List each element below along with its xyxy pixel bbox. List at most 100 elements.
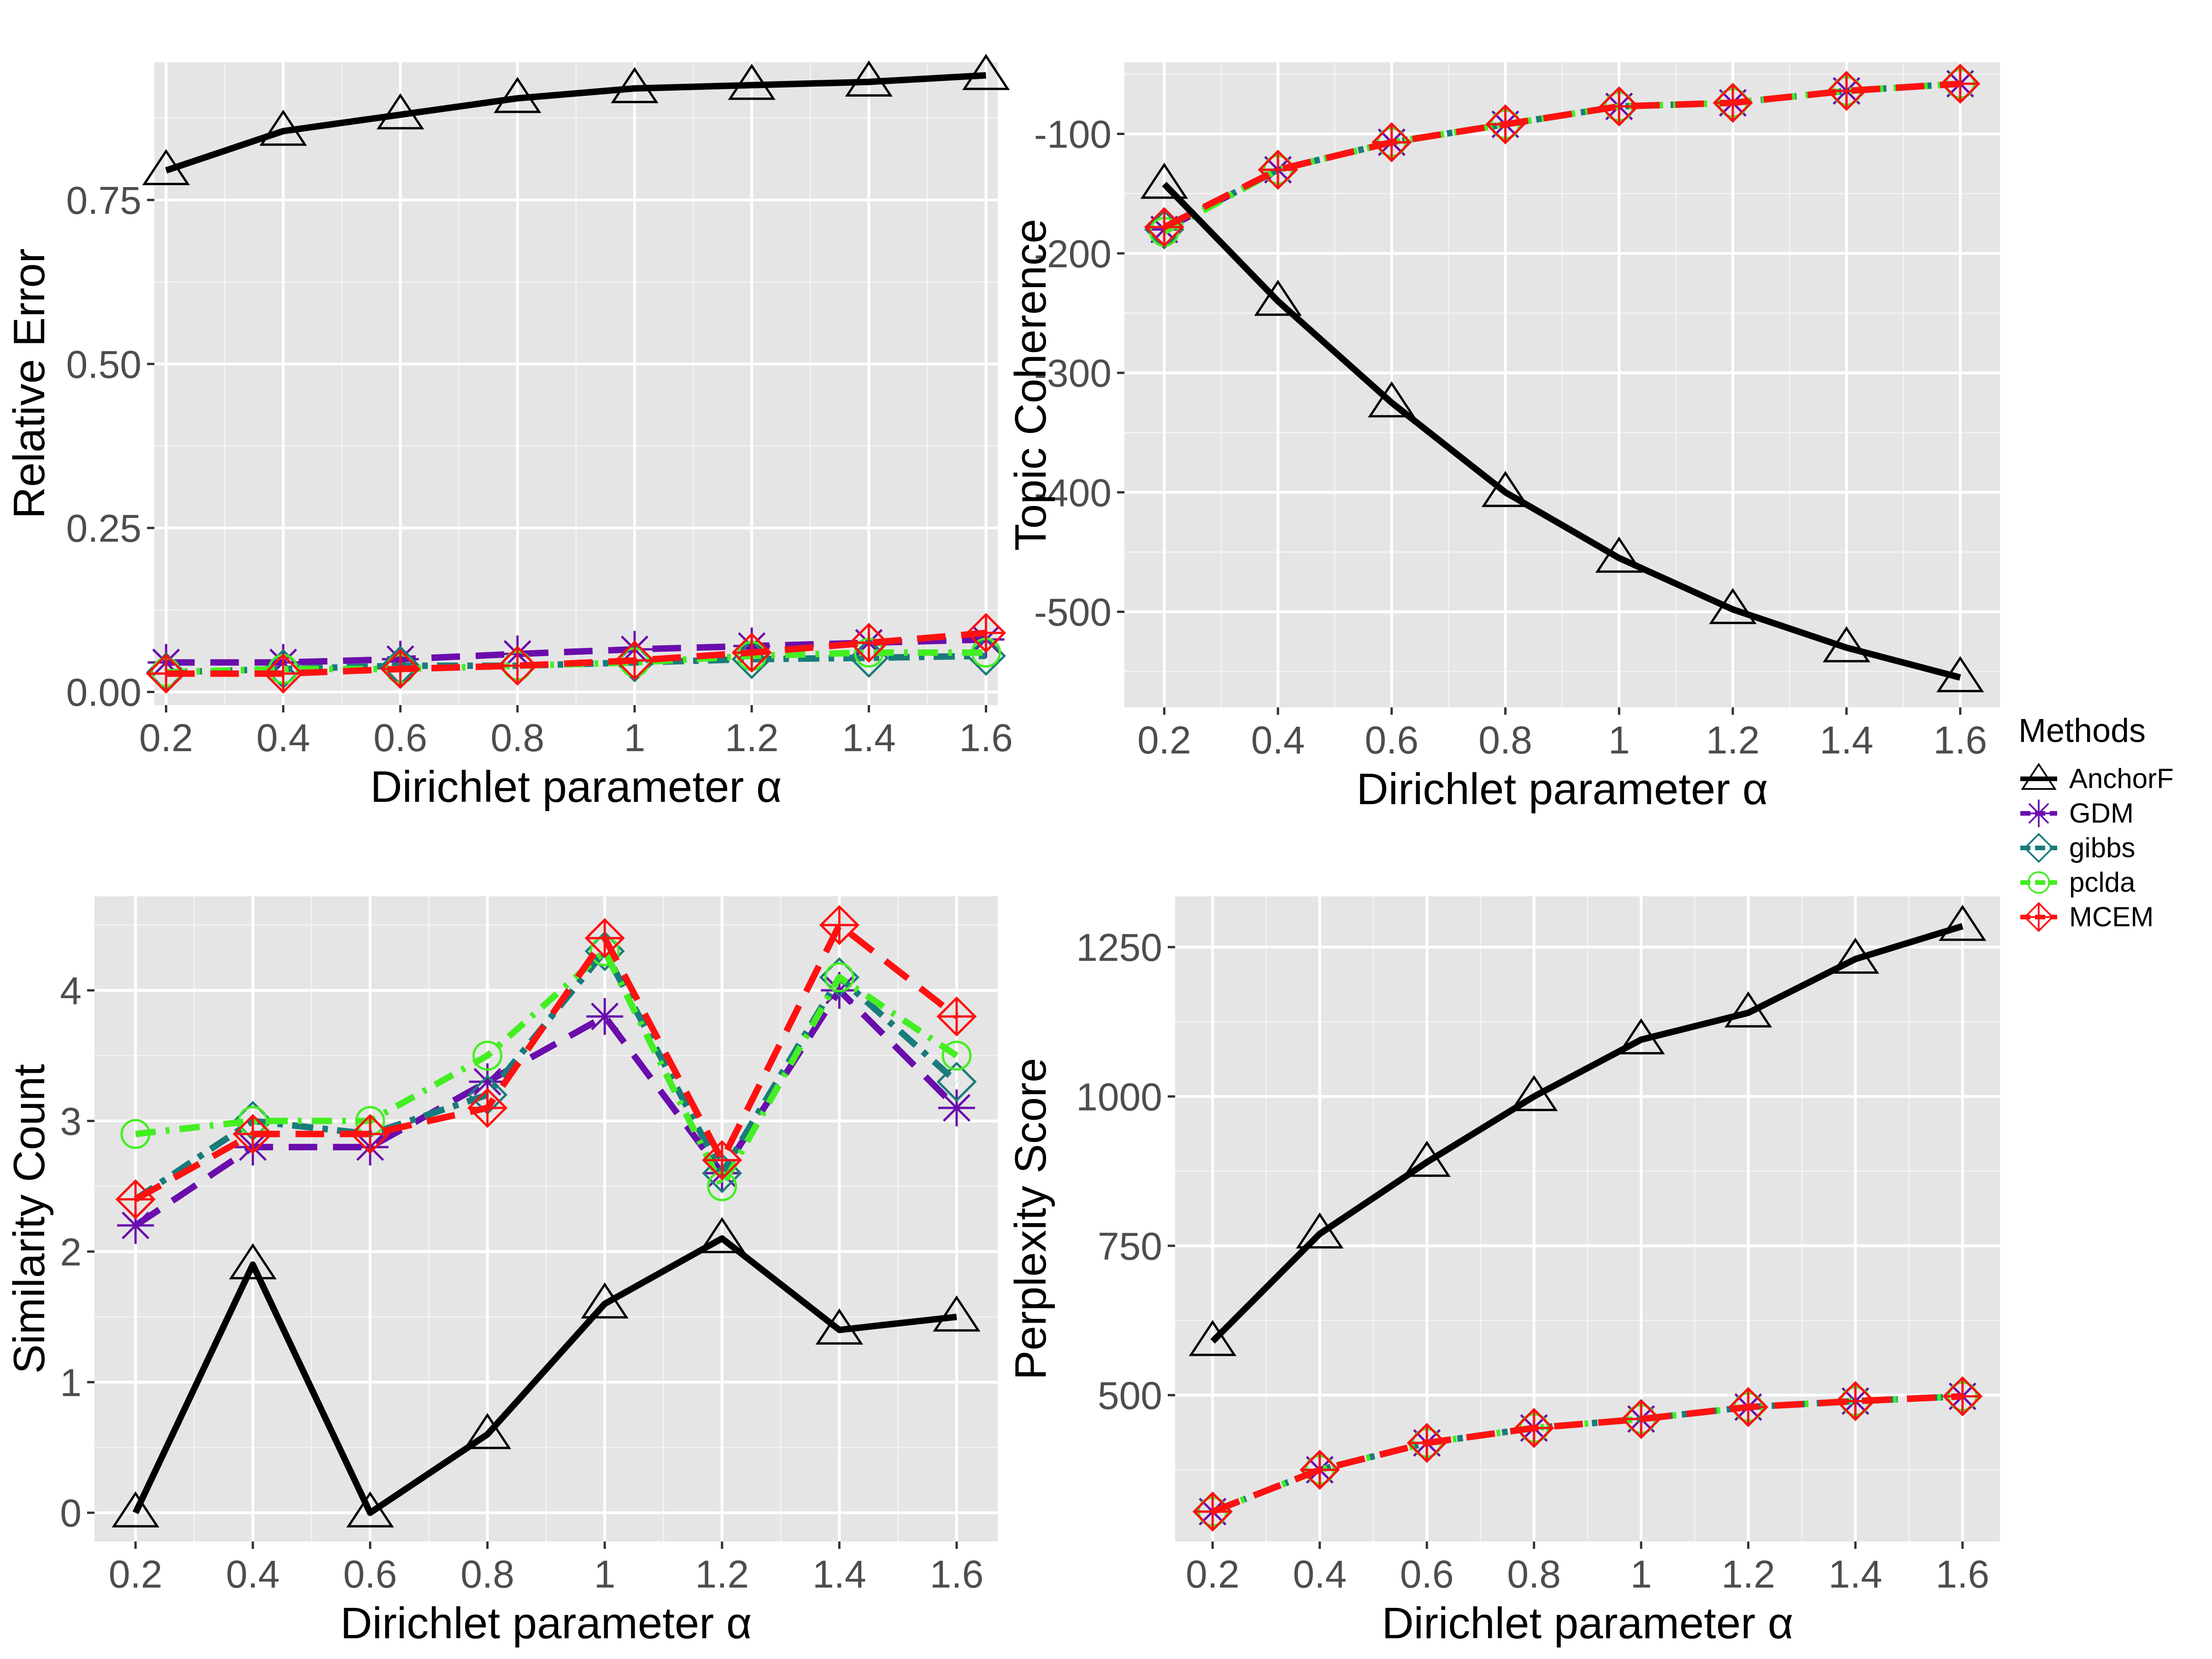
data-point	[1371, 122, 1412, 163]
y-tick-label: -400	[1034, 471, 1112, 514]
data-point	[1481, 471, 1530, 507]
series-group	[142, 53, 1010, 694]
x-tick-label: 0.8	[1478, 718, 1532, 762]
x-tick-label: 1.6	[1933, 718, 1987, 762]
data-point	[584, 918, 625, 959]
data-point	[1188, 1320, 1237, 1356]
data-point	[819, 905, 859, 945]
x-tick-label: 0.8	[491, 716, 545, 759]
data-point	[1485, 104, 1526, 145]
y-tick-label: -300	[1034, 352, 1112, 395]
series-mcem	[115, 905, 977, 1220]
data-point	[702, 1140, 742, 1181]
data-point	[117, 1207, 154, 1244]
y-tick-label: 2	[60, 1230, 82, 1274]
data-point	[1617, 1018, 1665, 1055]
x-tick-label: 1.2	[1721, 1553, 1775, 1596]
series-line-gdm	[134, 987, 959, 1229]
x-tick-label: 0.4	[1293, 1553, 1347, 1596]
y-tick-label: 0.25	[66, 507, 142, 550]
chart-panels: 0.00 0.25 0.50 0.75 0.2 0.4 0.6 0.8 1 1.2 1.4 1.6 Di…	[5, 53, 2000, 1648]
data-point	[581, 1282, 629, 1319]
x-tick-label: 1.2	[1706, 718, 1760, 762]
data-point	[1621, 1399, 1661, 1439]
data-point	[233, 1114, 273, 1154]
gridlines	[1124, 62, 2000, 707]
series-line-anchorf	[132, 1235, 957, 1516]
data-point	[1724, 991, 1772, 1028]
data-point	[1403, 1141, 1451, 1177]
legend-item-pclda: pclda	[2020, 867, 2136, 898]
y-tick-label: 3	[60, 1100, 82, 1143]
legend-item-anchorf: AnchorF	[2020, 763, 2174, 794]
data-point	[494, 76, 541, 113]
data-point	[1823, 626, 1871, 663]
data-point	[1942, 1376, 1983, 1417]
axes: -500 -400 -300 -200 -100 0.2 0.4 0.6 0.8 1 1.2 1.4 1…	[1006, 113, 1987, 814]
data-point	[1254, 279, 1302, 316]
data-point	[464, 1413, 512, 1449]
y-tick-label: 0	[60, 1492, 82, 1535]
y-tick-label: 1000	[1076, 1075, 1162, 1118]
data-point	[472, 1041, 503, 1071]
legend-label: MCEM	[2069, 901, 2153, 932]
chart-panel-2: -500 -400 -300 -200 -100 0.2 0.4 0.6 0.8 1 1.2 1.4 1…	[1006, 62, 2000, 814]
series-line-anchorf	[165, 72, 986, 174]
y-tick-label: -200	[1034, 232, 1112, 276]
data-point	[938, 1089, 975, 1127]
y-tick-label: 500	[1098, 1374, 1162, 1417]
data-point	[1940, 64, 1981, 104]
x-axis-title: Dirichlet parameter α	[340, 1599, 752, 1648]
legend-item-mcem: MCEM	[2020, 901, 2153, 932]
data-point	[728, 64, 776, 100]
x-tick-label: 1.6	[930, 1553, 984, 1596]
y-axis-title: Relative Error	[5, 248, 54, 519]
x-tick-label: 0.2	[109, 1553, 163, 1596]
x-axis-title: Dirichlet parameter α	[1382, 1599, 1793, 1648]
x-tick-label: 1	[624, 716, 646, 759]
x-tick-label: 1.4	[1829, 1553, 1883, 1596]
legend-item-gibbs: gibbs	[2020, 832, 2135, 863]
data-point	[941, 1041, 972, 1071]
legend-label: AnchorF	[2069, 763, 2174, 794]
axes: 0 1 2 3 4 0.2 0.4 0.6 0.8 1 1.2 1.4 1.6 Dirichlet par…	[5, 969, 983, 1648]
data-point	[936, 1061, 977, 1102]
series-anchorf	[112, 1217, 981, 1528]
y-axis-title: Similarity Count	[5, 1064, 54, 1374]
gridlines	[154, 62, 998, 705]
data-point	[1514, 1408, 1554, 1448]
data-point	[1835, 1381, 1876, 1421]
legend-label: pclda	[2069, 867, 2136, 898]
asterisk-icon	[2025, 800, 2053, 827]
data-point	[142, 149, 190, 185]
data-point	[229, 1243, 277, 1280]
legend-item-gdm: GDM	[2020, 798, 2134, 829]
y-tick-label: -100	[1034, 113, 1112, 156]
y-tick-label: -500	[1034, 591, 1112, 634]
data-point	[962, 53, 1010, 90]
series-line-anchorf	[1162, 182, 1961, 681]
diamond-plus-icon	[2024, 902, 2054, 932]
data-point	[1140, 162, 1188, 199]
x-tick-label: 0.8	[1507, 1553, 1561, 1596]
data-point	[115, 1179, 156, 1220]
data-point	[346, 1491, 394, 1528]
data-point	[936, 996, 977, 1037]
data-point	[933, 1295, 981, 1332]
data-point	[1296, 1212, 1344, 1249]
series-anchorf	[142, 53, 1010, 185]
data-point	[1258, 149, 1298, 190]
y-axis-title: Topic Coherence	[1006, 219, 1055, 551]
series-line-pclda	[135, 948, 959, 1190]
x-tick-label: 1.2	[695, 1553, 749, 1596]
data-point	[112, 1491, 159, 1528]
data-point	[1712, 82, 1753, 123]
data-point	[497, 646, 538, 686]
legend-label: GDM	[2069, 798, 2134, 829]
legend-title: Methods	[2018, 712, 2146, 749]
series-group	[112, 905, 981, 1528]
y-tick-label: 0.75	[66, 179, 142, 222]
x-tick-label: 0.8	[460, 1553, 514, 1596]
